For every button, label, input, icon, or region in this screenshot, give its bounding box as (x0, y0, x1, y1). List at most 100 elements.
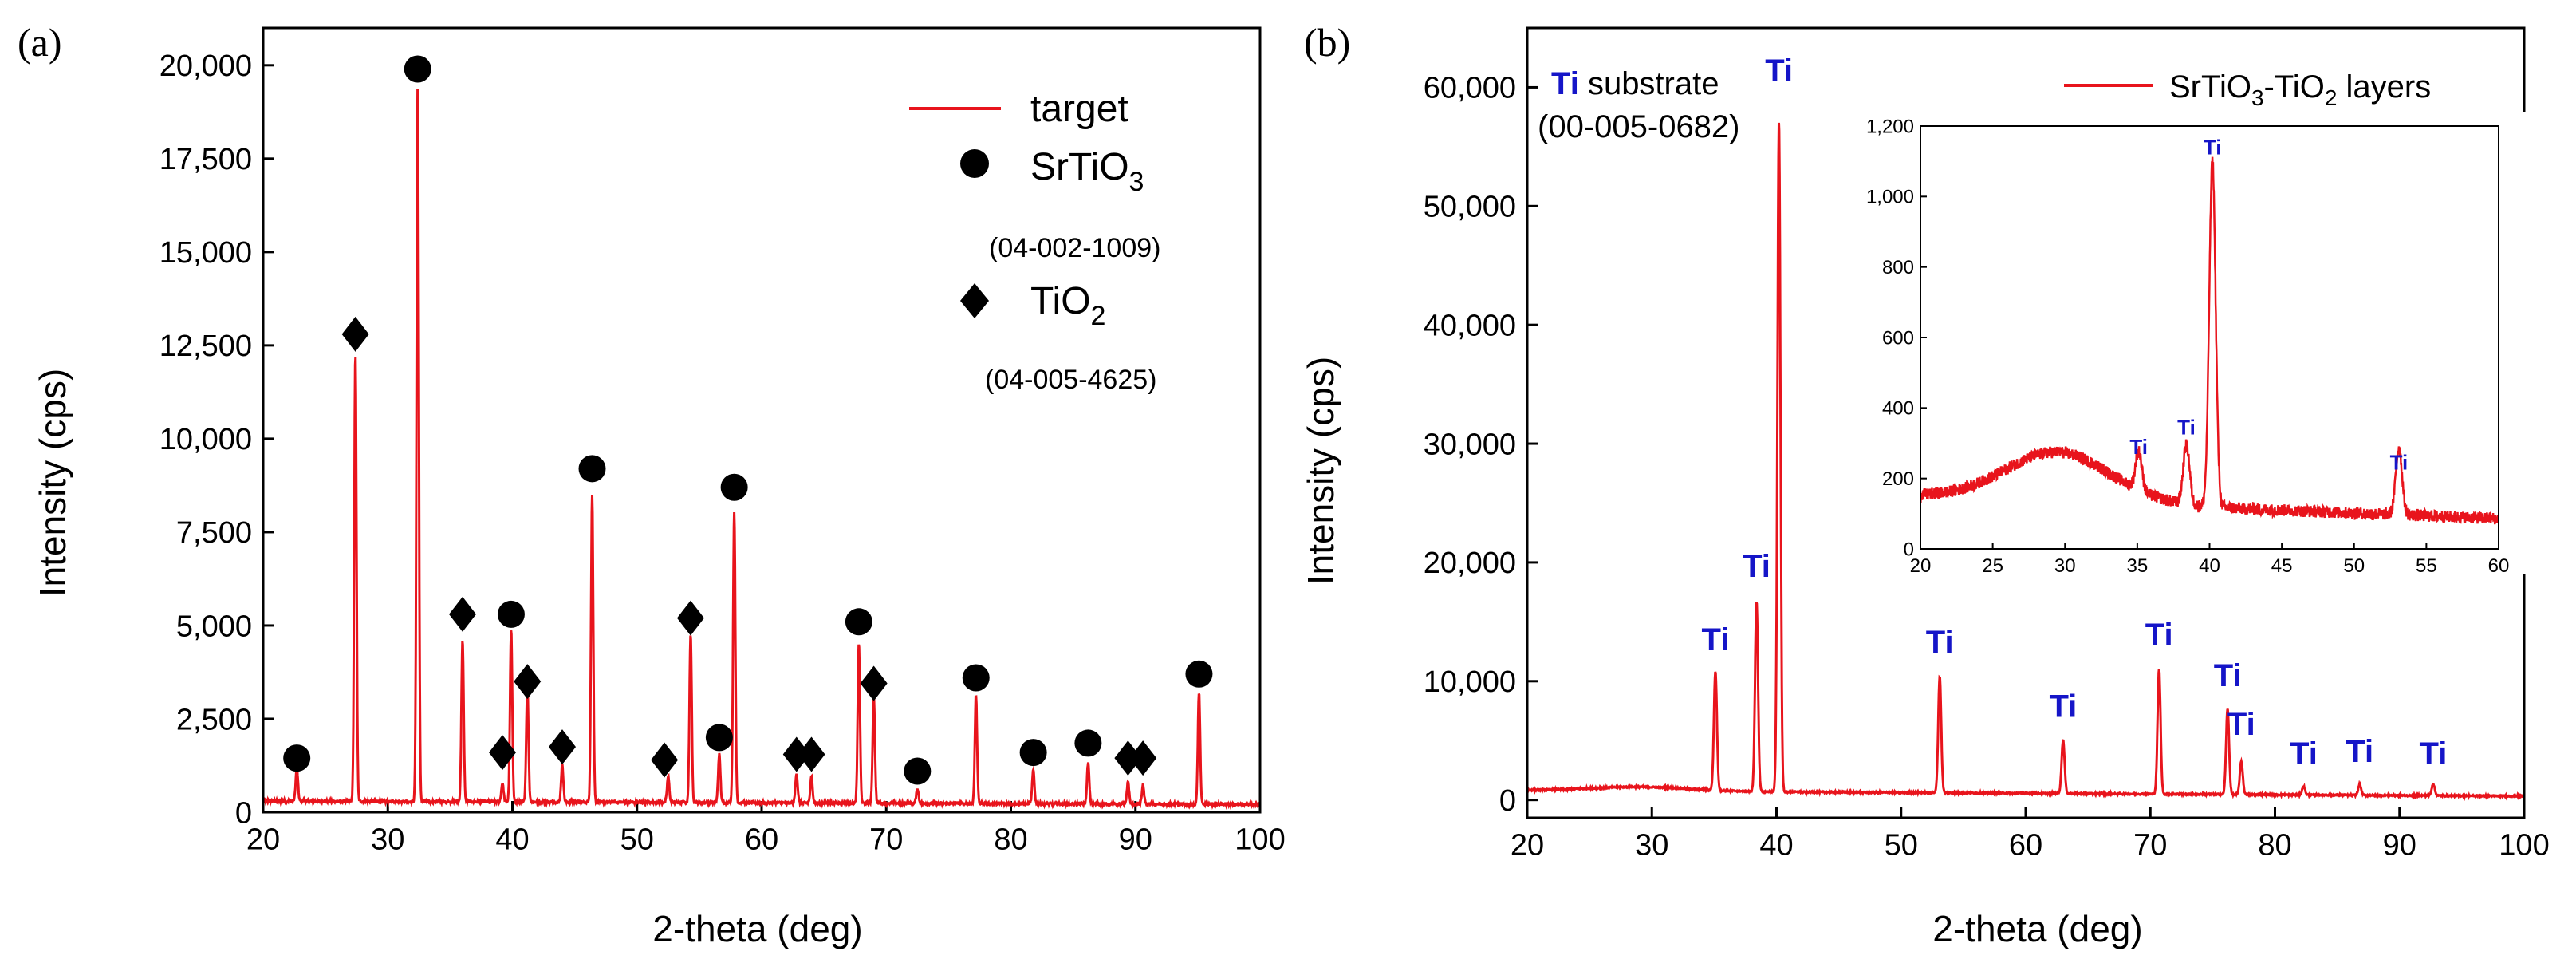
panel-a-markers (283, 55, 1213, 785)
y-tick-label: 50,000 (1424, 191, 1516, 224)
x-tick-label: 20 (246, 823, 280, 856)
ti-peak-label: Ti (1765, 53, 1793, 89)
panel-b-legend: SrTiO3-TiO2 layers (2064, 69, 2431, 110)
ti-peak-label: Ti (2420, 736, 2448, 772)
panel-b-ti-labels: Ti Ti Ti Ti Ti Ti Ti Ti Ti Ti Ti (1702, 53, 2448, 772)
x-tick-label: 25 (1982, 555, 2003, 577)
x-tick-label: 40 (1759, 828, 1793, 862)
panel-a-xlabel: 2-theta (deg) (652, 908, 862, 949)
x-tick-label: 55 (2416, 555, 2437, 577)
y-tick-label: 20,000 (1424, 547, 1516, 580)
ti-peak-label: Ti (1926, 625, 1954, 660)
y-tick-label: 1,200 (1866, 116, 1914, 137)
panel-b-x-ticks: 20 30 40 50 60 70 80 90 100 (1511, 807, 2550, 862)
panel-a: (a) Intensity (cps) 2-theta (deg) 0 2,500… (18, 20, 1286, 949)
y-tick-label: 40,000 (1424, 309, 1516, 342)
inset-y-ticks: 0 200 400 600 800 1,000 1,200 (1866, 116, 1927, 560)
panel-b-xlabel: 2-theta (deg) (1932, 908, 2142, 949)
x-tick-label: 70 (2133, 828, 2167, 862)
srtio3-peak-marker (578, 455, 606, 483)
legend-srtio3-marker (960, 149, 989, 178)
x-tick-label: 30 (2054, 555, 2076, 577)
legend-tio2-code: (04-005-4625) (985, 365, 1156, 395)
panel-a-y-ticks: 0 2,500 5,000 7,500 10,000 12,500 15,000 17,500… (160, 49, 274, 830)
tio2-peak-marker (514, 664, 542, 700)
x-tick-label: 100 (2499, 828, 2549, 862)
inset-line (1920, 156, 2499, 525)
x-tick-label: 100 (1235, 823, 1285, 856)
x-tick-label: 60 (745, 823, 778, 856)
legend-srtio3-code: (04-002-1009) (989, 233, 1160, 263)
panel-b-label: (b) (1304, 20, 1350, 65)
x-tick-label: 20 (1910, 555, 1932, 577)
tio2-peak-marker (651, 742, 679, 778)
legend-tio2-label: TiO2 (1030, 280, 1105, 331)
ti-peak-label: Ti (2214, 658, 2242, 693)
x-tick-label: 90 (1119, 823, 1152, 856)
y-tick-label: 0 (1904, 539, 1914, 560)
srtio3-peak-marker (962, 664, 990, 692)
panel-b-ylabel: Intensity (cps) (1300, 357, 1341, 585)
ti-peak-label: Ti (2346, 734, 2373, 769)
x-tick-label: 20 (1511, 828, 1544, 862)
x-tick-label: 70 (869, 823, 903, 856)
tio2-peak-marker (1114, 740, 1142, 776)
x-tick-label: 50 (1885, 828, 1918, 862)
srtio3-peak-marker (705, 724, 733, 752)
panel-a-x-ticks: 20 30 40 50 60 70 80 90 100 (246, 801, 1286, 856)
panel-a-label: (a) (18, 20, 62, 65)
y-tick-label: 400 (1882, 398, 1914, 420)
y-tick-label: 5,000 (176, 610, 252, 643)
y-tick-label: 15,000 (160, 236, 252, 270)
panel-a-ylabel: Intensity (cps) (32, 369, 73, 597)
tio2-peak-marker (782, 736, 810, 772)
x-tick-label: 90 (2383, 828, 2416, 862)
srtio3-peak-marker (845, 608, 872, 636)
tio2-peak-marker (860, 665, 888, 701)
y-tick-label: 2,500 (176, 703, 252, 736)
ti-peak-label: Ti (1702, 622, 1730, 657)
legend-srtio3-label: SrTiO3 (1030, 146, 1144, 197)
x-tick-label: 60 (2488, 555, 2510, 577)
y-tick-label: 17,500 (160, 143, 252, 176)
y-tick-label: 0 (1499, 784, 1516, 818)
panel-a-legend: target SrTiO3 (04-002-1009) TiO2 (04-005… (909, 88, 1160, 395)
y-tick-label: 10,000 (1424, 665, 1516, 699)
srtio3-peak-marker (1019, 739, 1047, 767)
y-tick-label: 20,000 (160, 49, 252, 83)
panel-b-inset: 0 200 400 600 800 1,000 1,200 20 25 30 35 40 45 50 55… (1866, 112, 2543, 577)
substrate-code: (00-005-0682) (1538, 109, 1740, 144)
x-tick-label: 30 (1635, 828, 1668, 862)
x-tick-label: 35 (2127, 555, 2149, 577)
substrate-label: Ti substrate (1551, 66, 1719, 101)
inset-ti-peak-label: Ti (2177, 415, 2196, 439)
panel-b: (b) Intensity (cps) 2-theta (deg) 0 10,00… (1300, 20, 2550, 949)
ti-peak-label: Ti (1743, 549, 1771, 584)
y-tick-label: 600 (1882, 327, 1914, 349)
srtio3-peak-marker (404, 55, 431, 83)
srtio3-peak-marker (497, 600, 525, 628)
inset-ti-peak-label: Ti (2390, 451, 2409, 475)
y-tick-label: 200 (1882, 468, 1914, 490)
inset-ti-peak-label: Ti (2204, 135, 2222, 159)
ti-peak-label: Ti (2049, 689, 2077, 724)
ti-peak-label: Ti (2227, 707, 2255, 742)
tio2-peak-marker (676, 600, 704, 636)
y-tick-label: 30,000 (1424, 428, 1516, 461)
tio2-peak-marker (341, 316, 369, 352)
panel-a-frame (262, 26, 1262, 814)
x-tick-label: 80 (994, 823, 1027, 856)
ti-peak-label: Ti (2290, 736, 2318, 772)
legend-tio2-marker (960, 283, 989, 318)
inset-ti-labels: Ti Ti Ti Ti (2129, 135, 2408, 474)
srtio3-peak-marker (1185, 660, 1213, 688)
tio2-peak-marker (489, 735, 516, 771)
tio2-peak-marker (798, 736, 825, 772)
panel-b-layers-line (1526, 122, 2526, 802)
srtio3-peak-marker (283, 744, 311, 772)
ti-peak-label: Ti (2145, 618, 2173, 653)
y-tick-label: 12,500 (160, 330, 252, 363)
x-tick-label: 40 (495, 823, 529, 856)
y-tick-label: 10,000 (160, 423, 252, 456)
